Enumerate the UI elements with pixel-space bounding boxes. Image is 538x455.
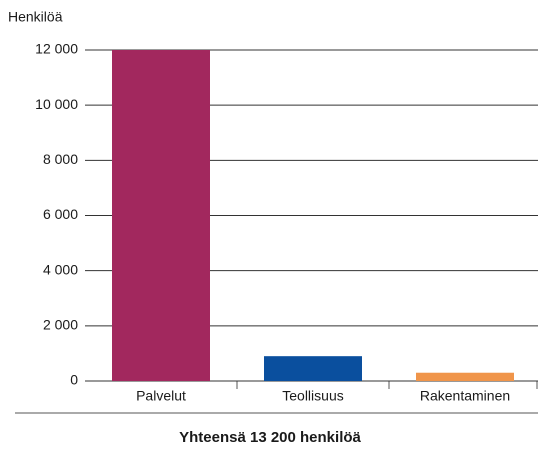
y-tick-label: 6 000 — [43, 206, 78, 222]
x-tick-label: Palvelut — [136, 388, 186, 404]
y-tick-label: 0 — [70, 372, 78, 388]
y-tick-label: 12 000 — [35, 41, 78, 57]
x-tick-label: Rakentaminen — [420, 388, 510, 404]
y-tick-label: 4 000 — [43, 261, 78, 277]
x-tick-label: Teollisuus — [282, 388, 343, 404]
bar — [112, 50, 210, 381]
y-axis-label: Henkilöä — [8, 9, 63, 25]
y-tick-label: 10 000 — [35, 96, 78, 112]
y-tick-label: 2 000 — [43, 317, 78, 333]
bar — [416, 372, 514, 381]
y-tick-label: 8 000 — [43, 151, 78, 167]
total-annotation: Yhteensä 13 200 henkilöä — [179, 429, 361, 446]
bar — [264, 356, 362, 381]
